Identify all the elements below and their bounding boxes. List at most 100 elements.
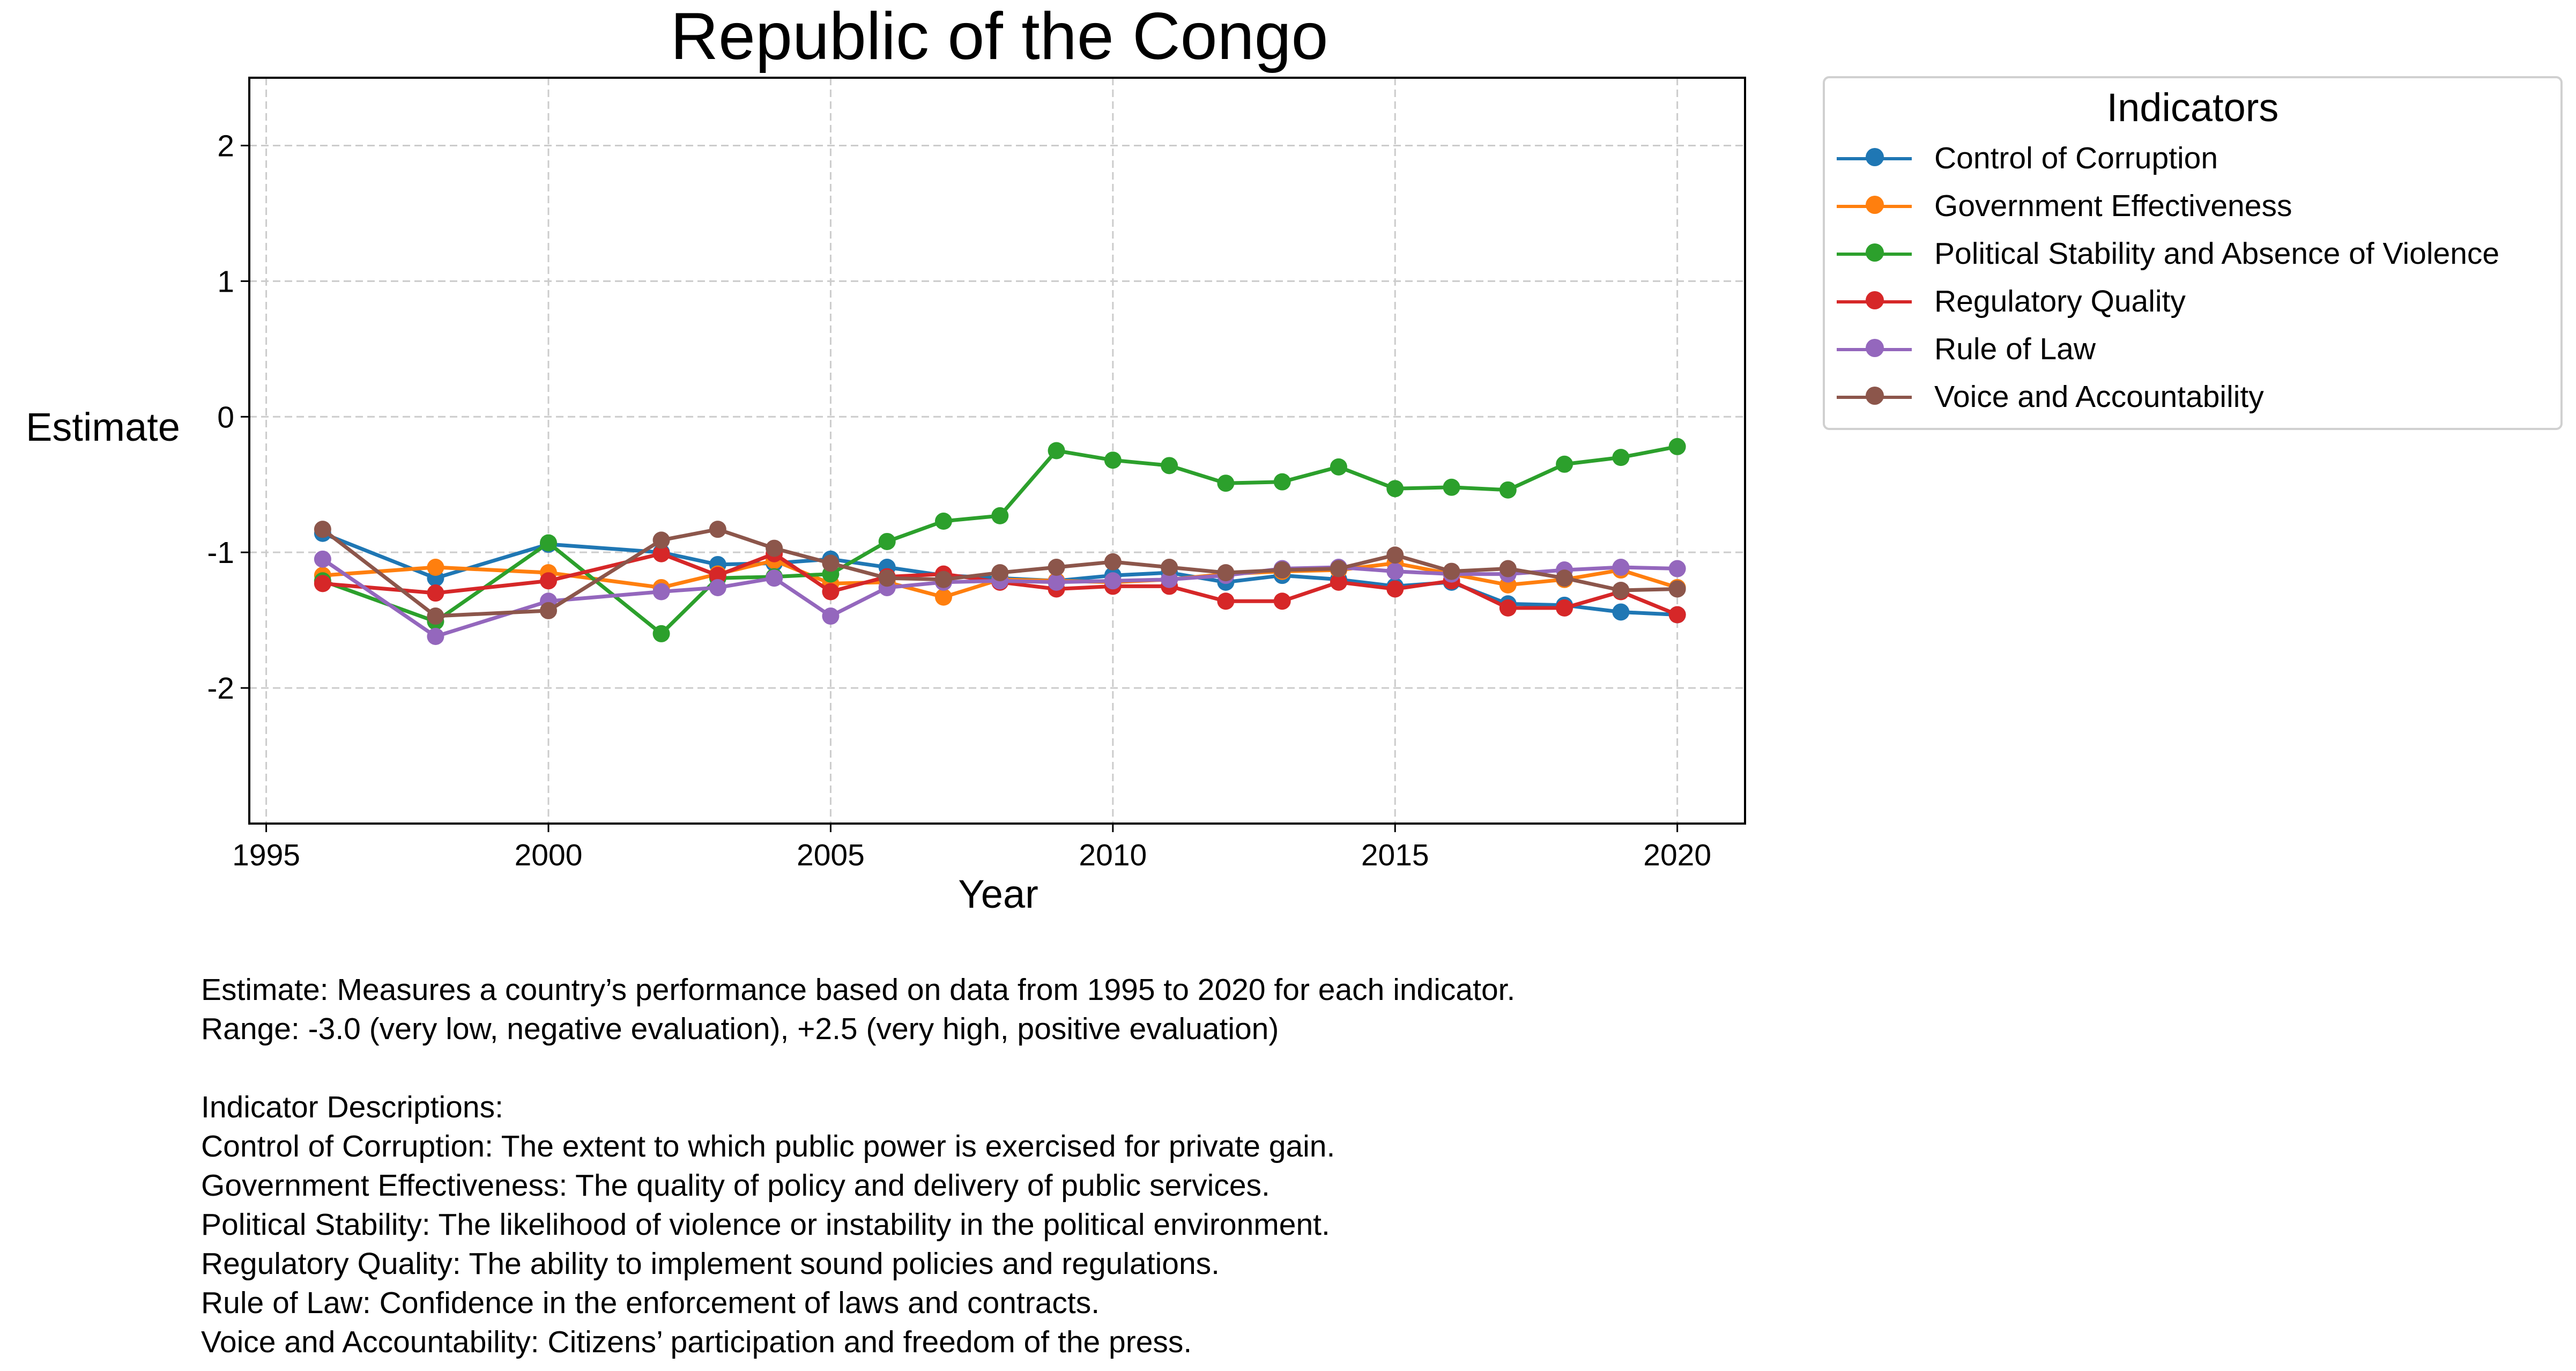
data-point — [540, 572, 557, 590]
legend-items: Control of Corruption Government Effectiv… — [1825, 134, 2560, 420]
data-point — [1330, 560, 1347, 577]
data-point — [822, 607, 840, 625]
data-point — [1386, 562, 1404, 580]
data-point — [314, 521, 331, 538]
legend-swatch — [1837, 338, 1912, 360]
x-tick-label: 2010 — [1079, 838, 1147, 872]
data-point — [1386, 580, 1404, 598]
legend-swatch — [1837, 195, 1912, 217]
data-point — [1048, 442, 1065, 460]
legend-swatch — [1837, 291, 1912, 312]
data-point — [709, 567, 726, 584]
series-line — [322, 552, 1679, 617]
note-heading: Indicator Descriptions: — [201, 1090, 503, 1124]
data-point — [1443, 478, 1460, 496]
data-point — [652, 545, 670, 562]
data-point — [1499, 481, 1517, 499]
data-point — [1668, 606, 1686, 624]
note-control-of-corruption: Control of Corruption: The extent to whi… — [201, 1129, 1335, 1164]
data-point — [1330, 458, 1347, 476]
note-regulatory-quality: Regulatory Quality: The ability to imple… — [201, 1247, 1220, 1281]
data-point — [1217, 592, 1235, 610]
data-point — [1048, 559, 1065, 576]
y-tick-label: -2 — [207, 671, 234, 706]
note-voice-and-accountability: Voice and Accountability: Citizens’ part… — [201, 1325, 1192, 1359]
x-tick-label: 2005 — [797, 838, 865, 872]
data-point — [1217, 564, 1235, 582]
series-line — [321, 527, 1677, 618]
data-point — [1668, 438, 1686, 455]
data-point — [1386, 546, 1404, 564]
data-point — [1668, 580, 1686, 598]
legend-label: Political Stability and Absence of Viole… — [1934, 236, 2500, 271]
data-point — [878, 569, 896, 587]
data-point — [1161, 570, 1178, 588]
note-government-effectiveness: Government Effectiveness: The quality of… — [201, 1168, 1270, 1203]
y-tick-label: 2 — [217, 129, 234, 163]
chart: Republic of the Congo 1995 2000 2005 2010 20… — [26, 0, 1746, 916]
data-point — [1273, 473, 1291, 491]
legend-label: Regulatory Quality — [1934, 284, 2186, 318]
data-point — [766, 539, 783, 557]
data-point — [991, 507, 1009, 524]
series-voice-and-accountability — [314, 521, 1686, 625]
legend-label: Control of Corruption — [1934, 140, 2218, 175]
data-point — [1048, 573, 1065, 591]
data-point — [709, 579, 726, 596]
note-political-stability: Political Stability: The likelihood of v… — [201, 1207, 1330, 1242]
data-point — [1217, 475, 1235, 492]
series-line — [321, 557, 1677, 639]
data-point — [1556, 599, 1573, 617]
data-point — [1668, 560, 1686, 577]
x-tick-label: 2015 — [1361, 838, 1429, 872]
data-point — [314, 550, 331, 568]
legend-title: Indicators — [2106, 85, 2279, 130]
note-range: Range: -3.0 (very low, negative evaluati… — [201, 1012, 1279, 1046]
chart-title: Republic of the Congo — [670, 0, 1328, 73]
data-point — [427, 559, 444, 576]
data-point — [1612, 603, 1630, 621]
data-point — [1499, 560, 1517, 577]
data-point — [991, 564, 1009, 582]
y-tick-label: 1 — [217, 264, 234, 299]
data-point — [314, 575, 331, 592]
data-point — [652, 531, 670, 549]
data-point — [709, 521, 726, 538]
data-point — [652, 583, 670, 601]
legend-swatch — [1837, 147, 1912, 169]
legend-item-government-effectiveness: Government Effectiveness — [1825, 182, 2560, 229]
data-point — [1104, 572, 1122, 590]
data-point — [1104, 553, 1122, 570]
y-tick-label: 0 — [217, 400, 234, 434]
data-point — [427, 607, 444, 625]
series-line — [322, 444, 1678, 636]
y-axis-label: Estimate — [26, 405, 180, 449]
grid — [249, 78, 1745, 824]
x-tick-label: 2020 — [1643, 838, 1711, 872]
legend-label: Rule of Law — [1934, 331, 2096, 366]
data-point — [1273, 561, 1291, 579]
data-point — [766, 569, 783, 587]
data-point — [1612, 449, 1630, 466]
series-layer — [314, 438, 1686, 645]
legend: Indicators Control of Corruption Governme… — [1823, 76, 2563, 430]
data-point — [822, 554, 840, 572]
y-tick-label: -1 — [207, 536, 234, 570]
note-rule-of-law: Rule of Law: Confidence in the enforceme… — [201, 1286, 1100, 1320]
data-point — [652, 625, 670, 642]
legend-label: Voice and Accountability — [1934, 379, 2264, 414]
data-point — [1499, 599, 1517, 617]
data-point — [1161, 559, 1178, 576]
data-point — [1556, 455, 1573, 473]
legend-item-regulatory-quality: Regulatory Quality — [1825, 277, 2560, 325]
axis-ticks: 1995 2000 2005 2010 2015 2020 -2 -1 0 1 2 — [207, 129, 1711, 872]
data-point — [540, 534, 557, 552]
x-axis-label: Year — [958, 872, 1038, 916]
legend-item-voice-and-accountability: Voice and Accountability — [1825, 373, 2560, 420]
data-point — [1161, 457, 1178, 475]
legend-swatch — [1837, 243, 1912, 264]
legend-item-political-stability-and-absence-of-violence: Political Stability and Absence of Viole… — [1825, 229, 2560, 277]
data-point — [1443, 562, 1460, 580]
data-point — [427, 584, 444, 602]
legend-item-control-of-corruption: Control of Corruption — [1825, 134, 2560, 182]
